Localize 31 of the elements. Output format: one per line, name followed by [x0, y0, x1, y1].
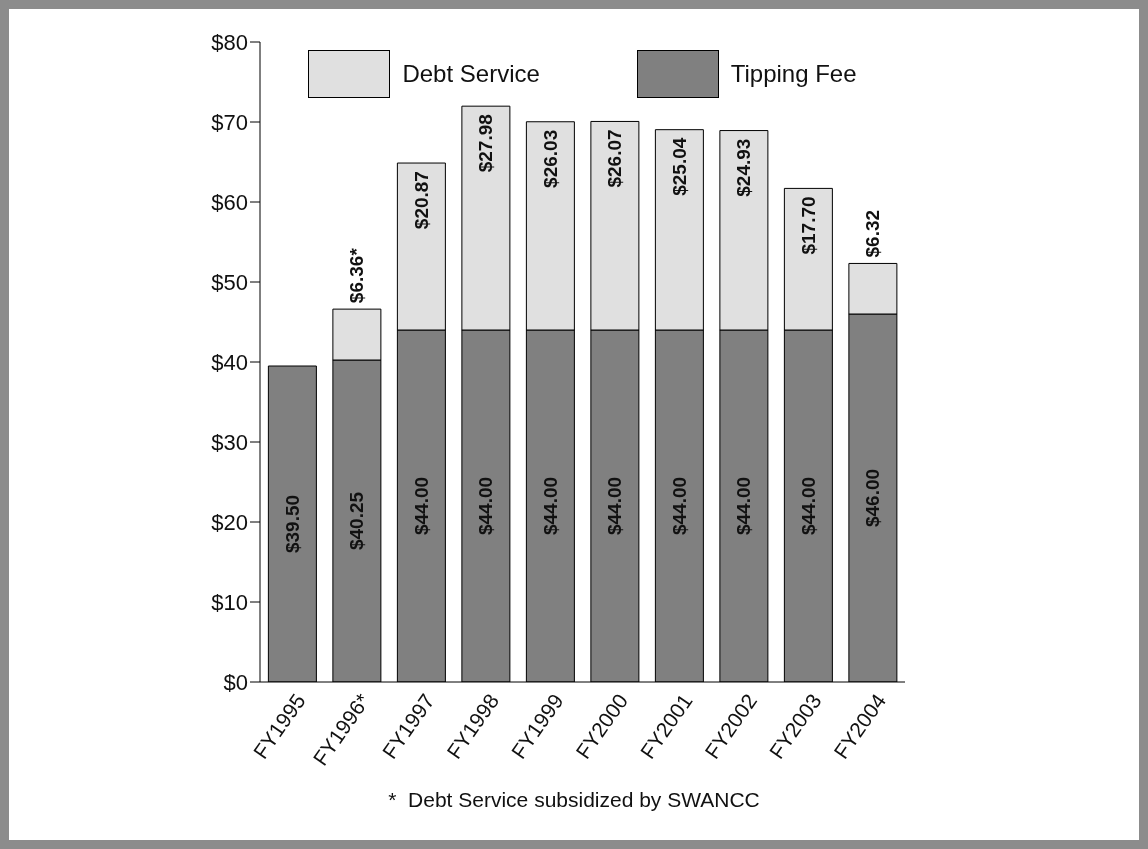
y-tick-label: $10 — [211, 589, 248, 615]
data-label: $24.93 — [733, 138, 755, 197]
data-label: $20.87 — [410, 171, 432, 230]
y-tick-label: $30 — [211, 429, 248, 455]
data-label: $46.00 — [862, 468, 884, 528]
data-label: $26.07 — [604, 129, 626, 188]
y-tick-label: $70 — [211, 109, 248, 135]
data-label: $44.00 — [668, 476, 690, 536]
data-label: $17.70 — [797, 196, 819, 255]
data-label: $27.98 — [475, 114, 497, 173]
data-label: $26.03 — [539, 129, 561, 188]
data-label: $6.32 — [862, 209, 884, 258]
y-tick-label: $60 — [211, 189, 248, 215]
y-tick-label: $40 — [211, 349, 248, 375]
data-label: $44.00 — [539, 476, 561, 536]
y-tick-label: $50 — [211, 269, 248, 295]
y-tick-label: $20 — [211, 509, 248, 535]
data-label: $44.00 — [410, 476, 432, 536]
text: * Debt Service subsidized by SWANCC — [387, 788, 761, 812]
data-label: $44.00 — [475, 476, 497, 536]
legend-label: Debt Service — [401, 59, 540, 89]
data-label: $44.00 — [797, 476, 819, 536]
data-label: $44.00 — [733, 476, 755, 536]
data-label: $44.00 — [604, 476, 626, 536]
data-label: $25.04 — [668, 137, 690, 196]
data-label: $6.36* — [346, 247, 368, 304]
y-tick-label: $80 — [211, 29, 248, 55]
data-label: $39.50 — [281, 494, 303, 554]
y-tick-label: $0 — [223, 669, 248, 695]
legend-label: Tipping Fee — [729, 59, 857, 89]
data-label: $40.25 — [346, 491, 368, 551]
